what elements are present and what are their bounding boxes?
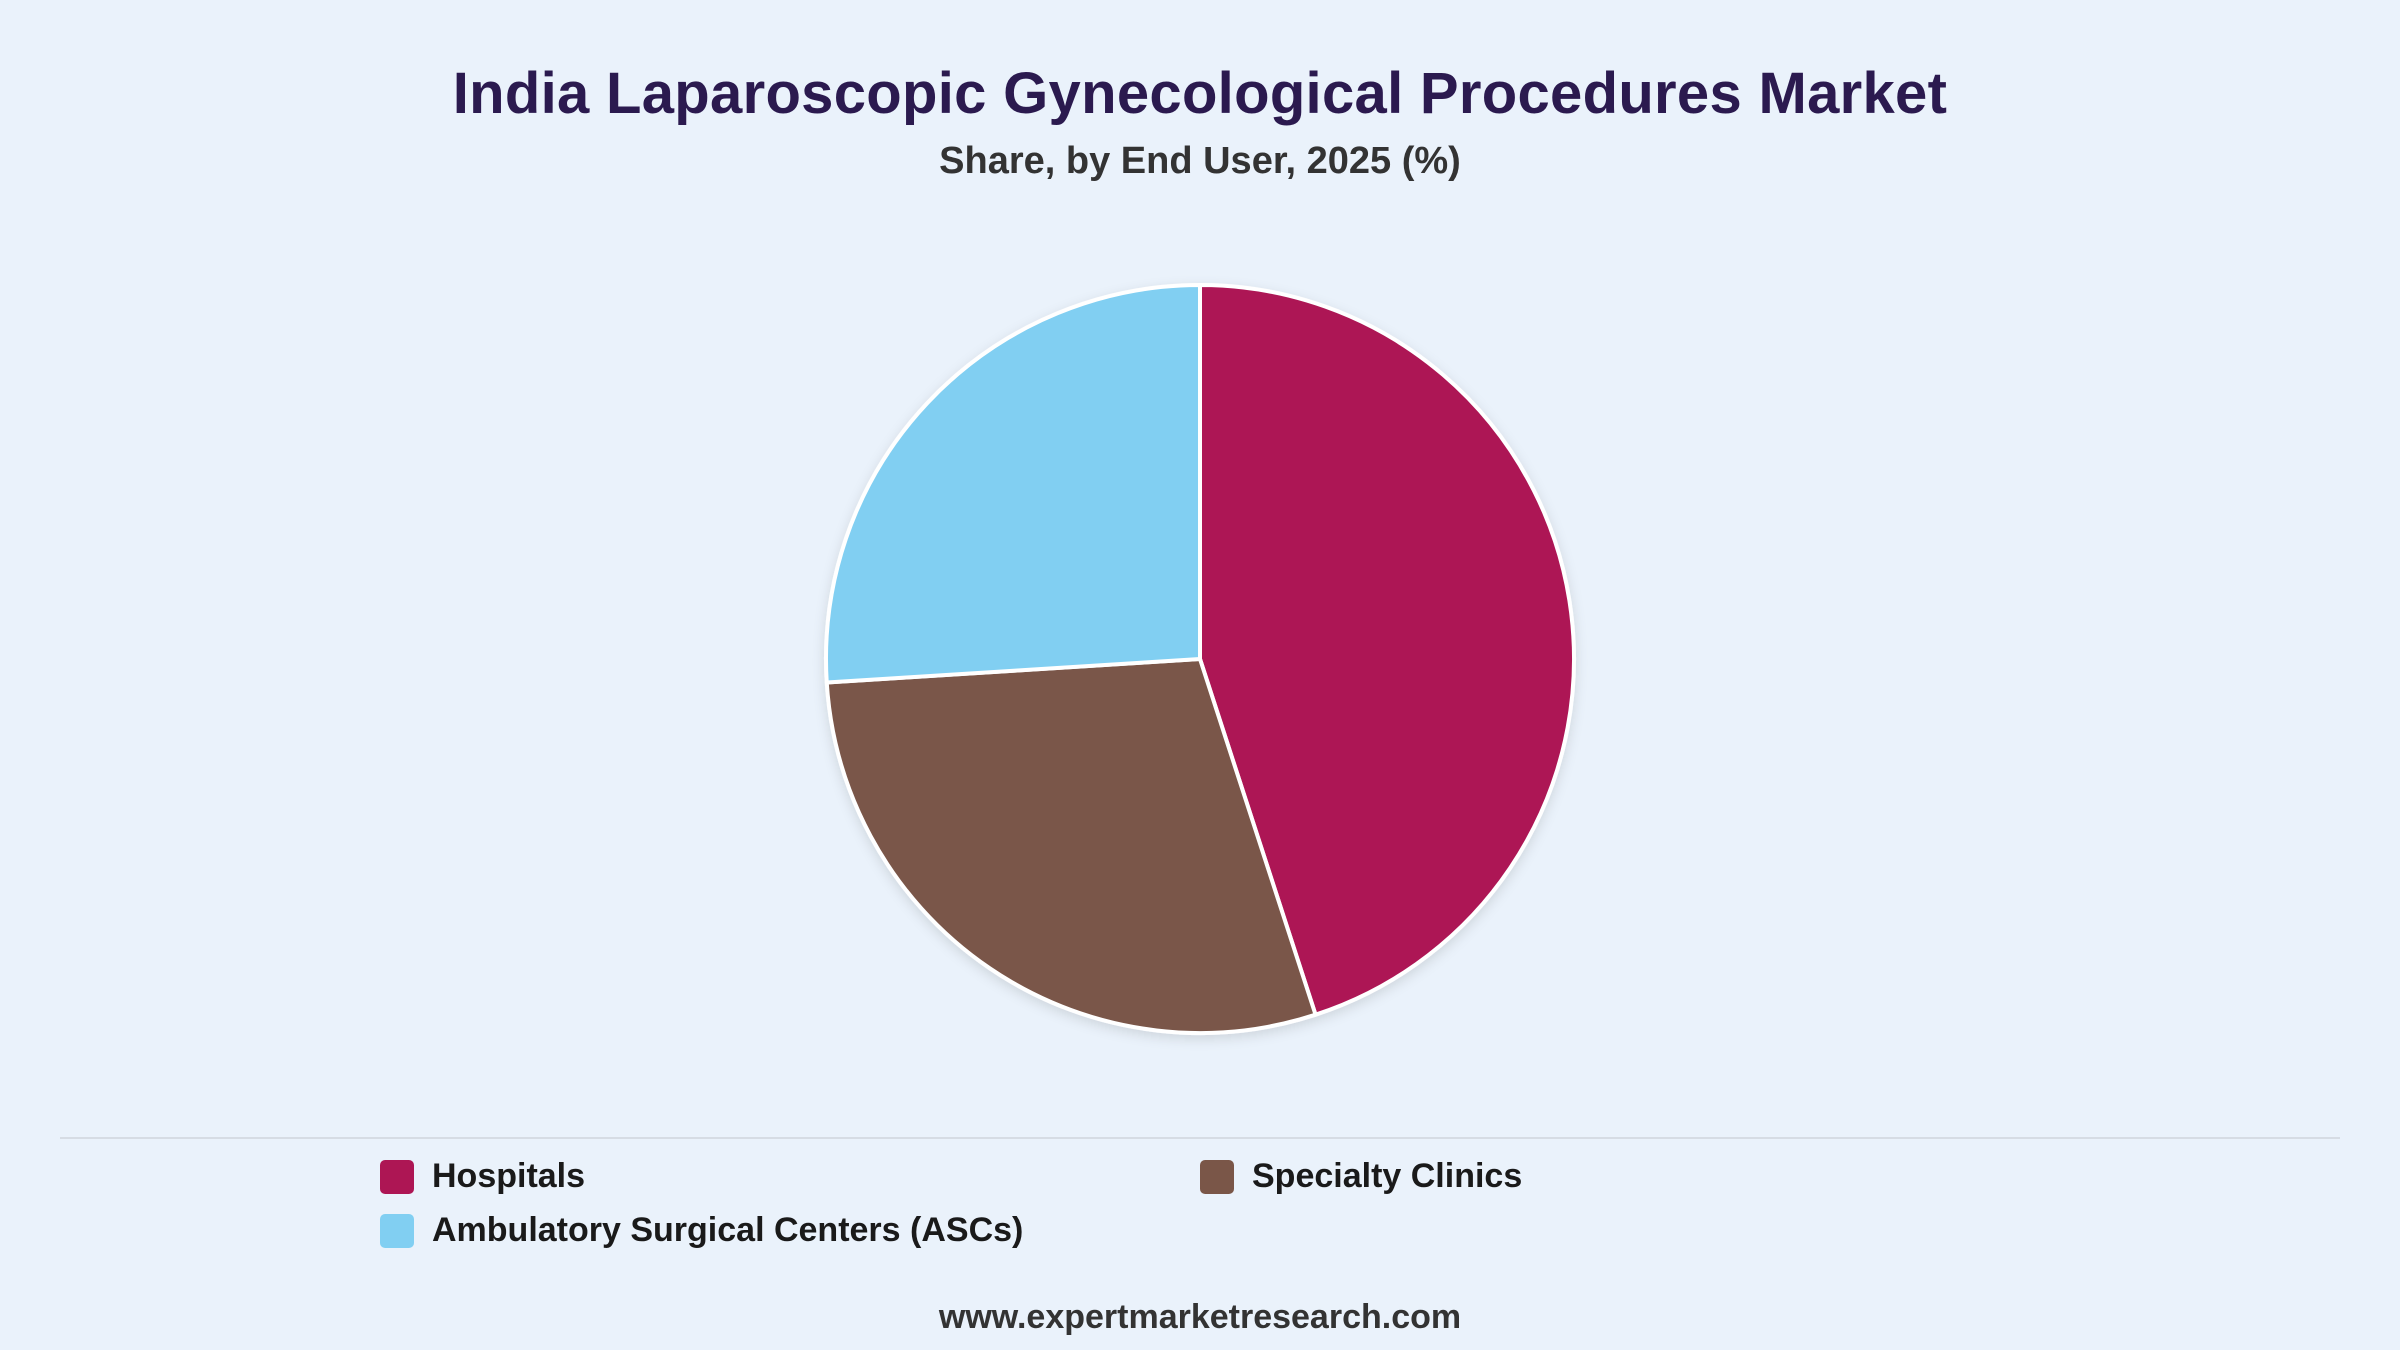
legend-label-specialty-clinics: Specialty Clinics [1252, 1157, 1523, 1195]
source-footer[interactable]: www.expertmarketresearch.com [938, 1298, 1462, 1336]
chart-title: India Laparoscopic Gynecological Procedu… [452, 61, 1948, 126]
legend-swatch-specialty-clinics [1200, 1159, 1234, 1194]
legend-swatch-ascs [380, 1213, 414, 1248]
legend-label-ascs: Ambulatory Surgical Centers (ASCs) [432, 1211, 1024, 1249]
chart-subtitle: Share, by End User, 2025 (%) [939, 140, 1461, 182]
legend-item-specialty-clinics: Specialty Clinics [1200, 1157, 1522, 1196]
legend-label-hospitals: Hospitals [432, 1157, 586, 1195]
pie-chart [824, 283, 1576, 1035]
pie-slice-hospitals [1198, 283, 1576, 1017]
legend-item-hospitals: Hospitals [380, 1157, 585, 1196]
legend-divider [60, 1137, 2340, 1139]
legend-swatch-hospitals [380, 1159, 414, 1194]
pie-slice-specialty-clinics [824, 657, 1318, 1035]
pie-slice-ambulatory-surgical-centers-ascs [824, 283, 1202, 685]
legend-item-ascs: Ambulatory Surgical Centers (ASCs) [380, 1211, 1023, 1250]
